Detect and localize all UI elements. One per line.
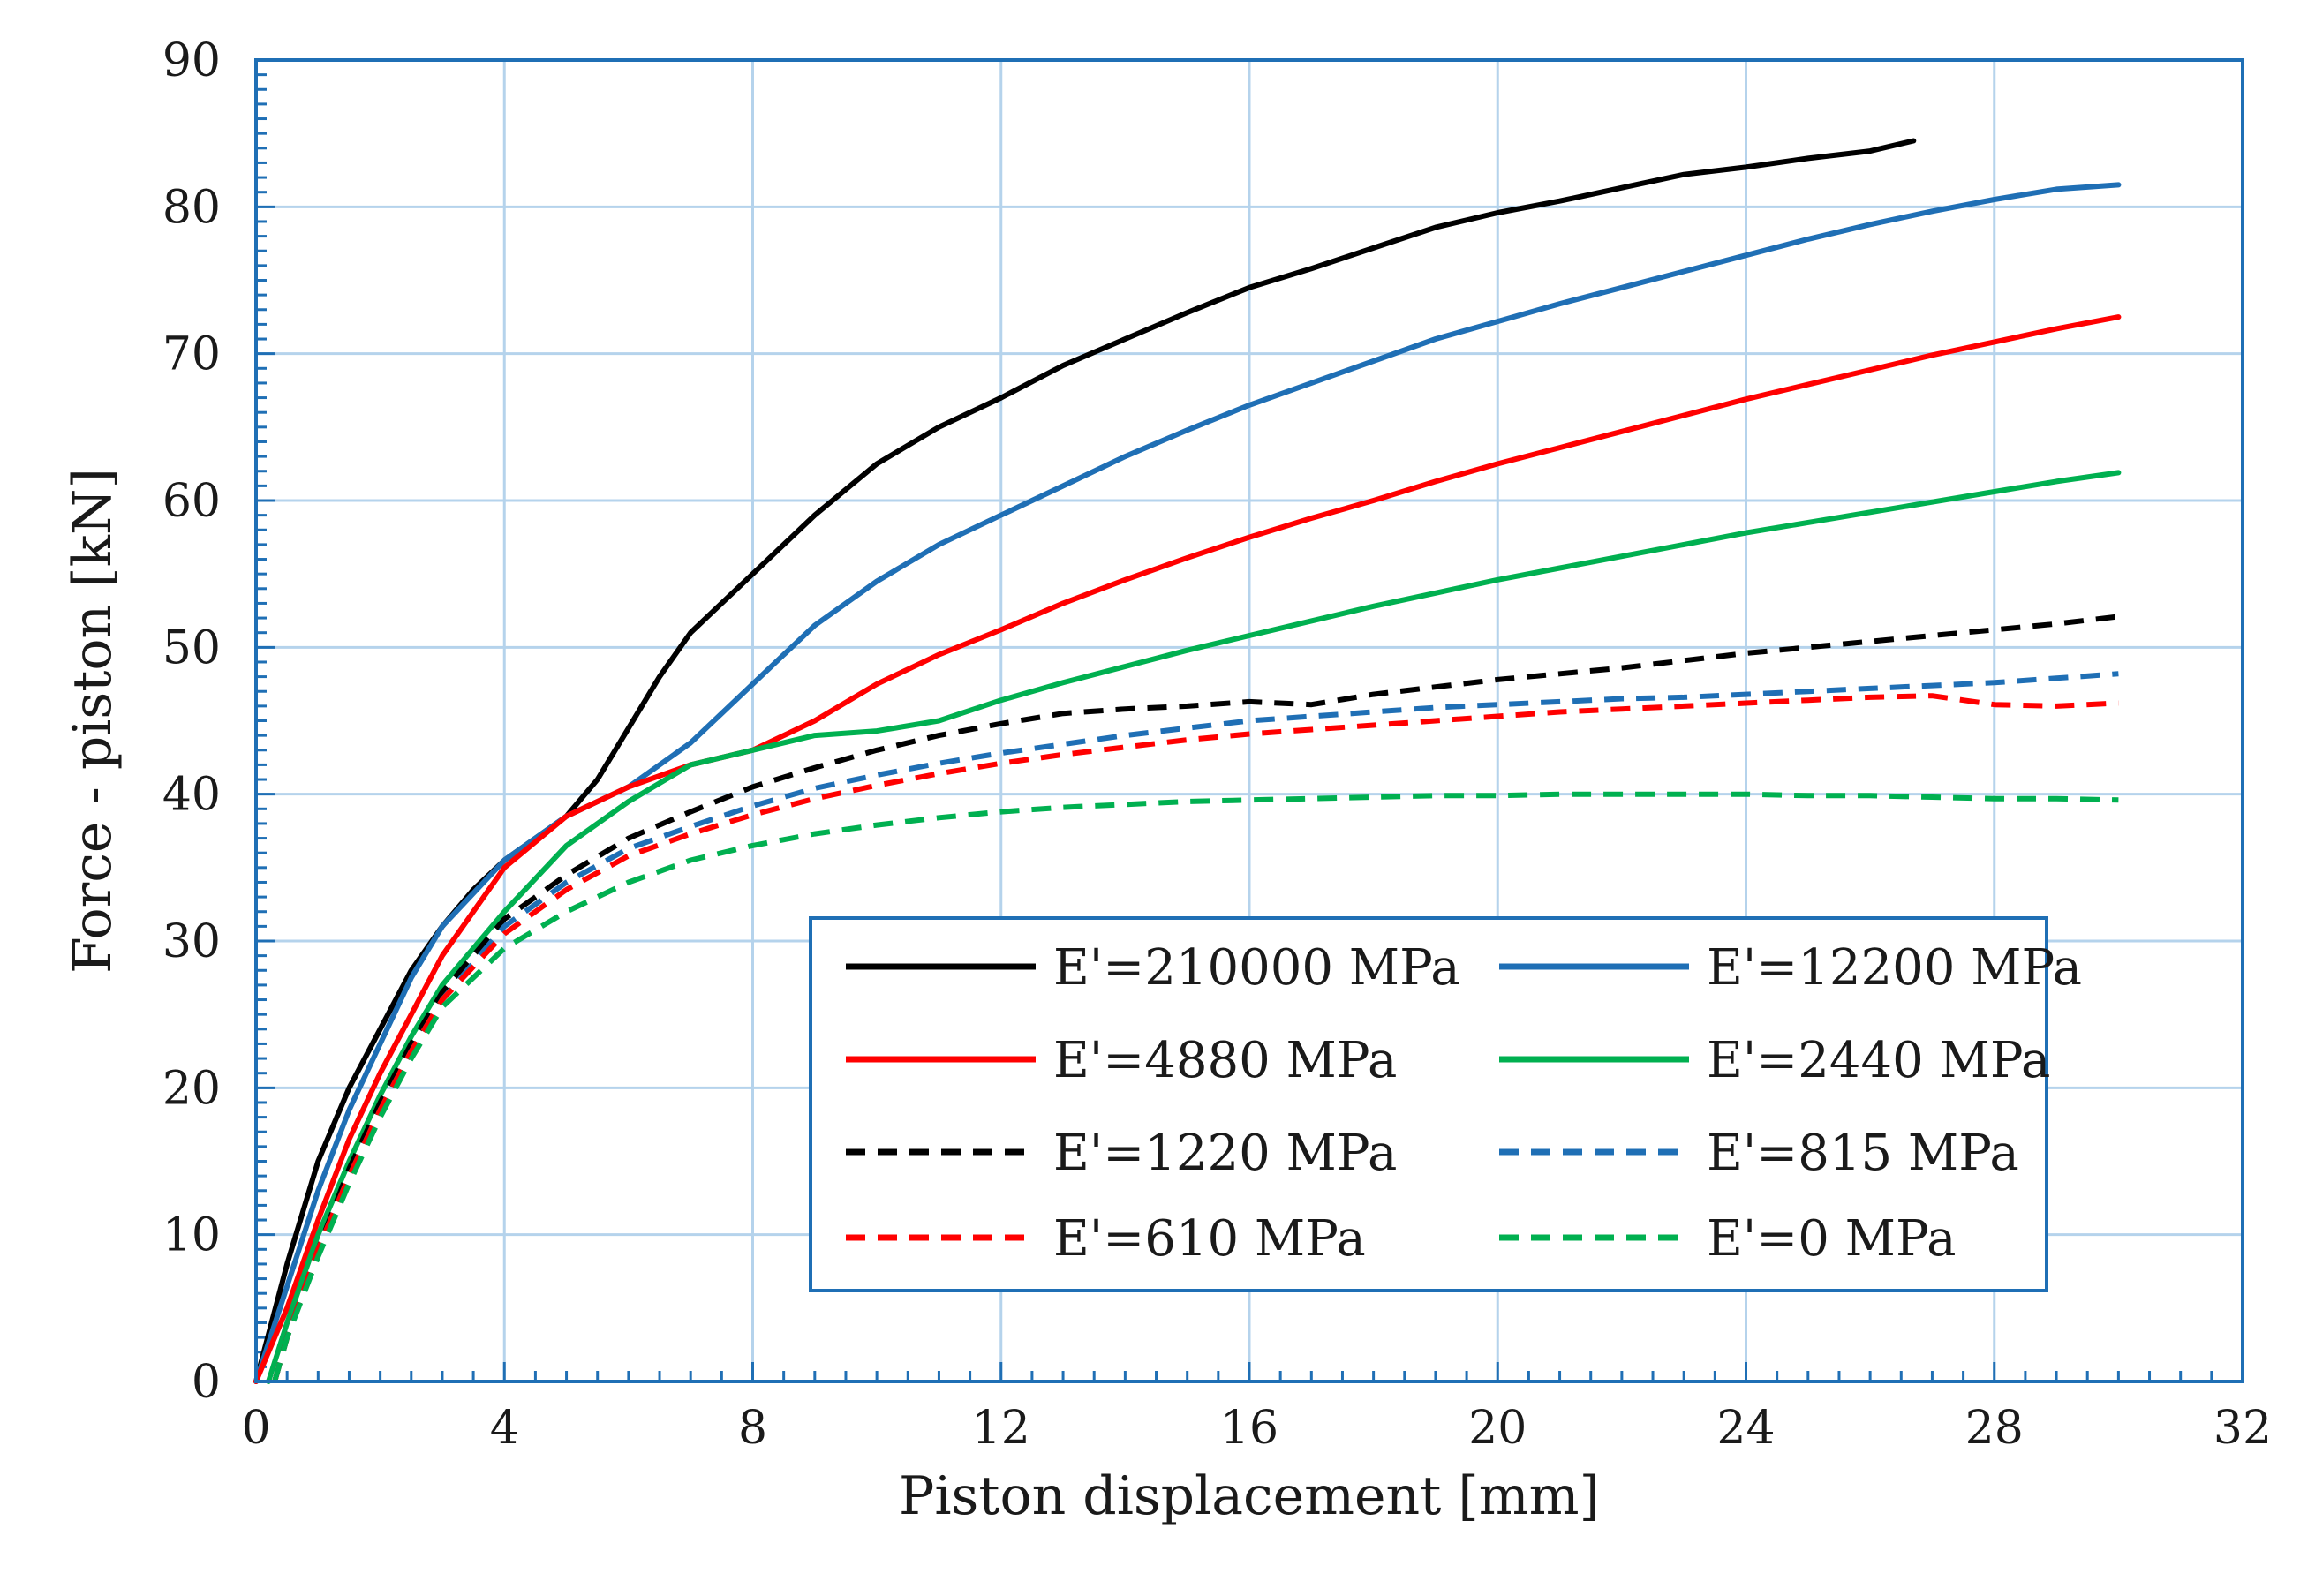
x-tick-label: 28 <box>1965 1402 2024 1455</box>
x-tick-label: 24 <box>1716 1402 1775 1455</box>
x-tick-labels: 0 4 8 12 16 20 24 28 32 <box>241 1402 2272 1455</box>
y-tick-label: 0 <box>192 1356 221 1409</box>
y-tick-label: 20 <box>162 1062 221 1115</box>
y-tick-label: 60 <box>162 475 221 528</box>
y-tick-label: 80 <box>162 181 221 234</box>
series-line-4 <box>266 470 2122 1384</box>
legend-box <box>809 916 2048 1292</box>
y-tick-label: 50 <box>162 621 221 674</box>
x-tick-label: 32 <box>2213 1402 2272 1455</box>
legend-label-1: E'=210000 MPa <box>1053 939 1460 997</box>
y-tick-label: 30 <box>162 915 221 968</box>
plot-area-frame <box>254 58 2244 1383</box>
legend-label-2: E'=12200 MPa <box>1707 939 2082 997</box>
legend-label-7: E'=610 MPa <box>1053 1210 1366 1268</box>
x-tick-label: 16 <box>1220 1402 1278 1455</box>
x-tick-label: 0 <box>241 1402 270 1455</box>
x-tick-label: 12 <box>972 1402 1030 1455</box>
series-line-2 <box>253 182 2122 1384</box>
legend-label-6: E'=815 MPa <box>1707 1125 2019 1182</box>
series-layer <box>253 138 2122 1384</box>
y-tick-label: 90 <box>162 34 221 87</box>
series-line-7 <box>272 693 2119 1382</box>
series-line-3 <box>253 314 2122 1384</box>
y-axis-title: Force - piston [kN] <box>62 468 124 974</box>
legend-label-5: E'=1220 MPa <box>1053 1125 1397 1182</box>
legend-label-3: E'=4880 MPa <box>1053 1032 1397 1089</box>
x-tick-label: 8 <box>738 1402 767 1455</box>
y-tick-label: 10 <box>162 1209 221 1262</box>
legend-label-4: E'=2440 MPa <box>1707 1032 2050 1089</box>
series-line-8 <box>272 791 2119 1382</box>
y-tick-label: 40 <box>162 769 221 822</box>
x-tick-label: 20 <box>1468 1402 1527 1455</box>
y-tick-label: 70 <box>162 328 221 381</box>
x-tick-label: 4 <box>490 1402 519 1455</box>
x-axis-title: Piston displacement [mm] <box>899 1465 1600 1527</box>
legend-label-8: E'=0 MPa <box>1707 1210 1957 1268</box>
legend: E'=210000 MPa E'=12200 MPa E'=4880 MPa E'=2… <box>809 916 2082 1292</box>
series-line-5 <box>272 614 2119 1382</box>
y-tick-labels: 0 10 20 30 40 50 60 70 80 90 <box>162 34 221 1409</box>
